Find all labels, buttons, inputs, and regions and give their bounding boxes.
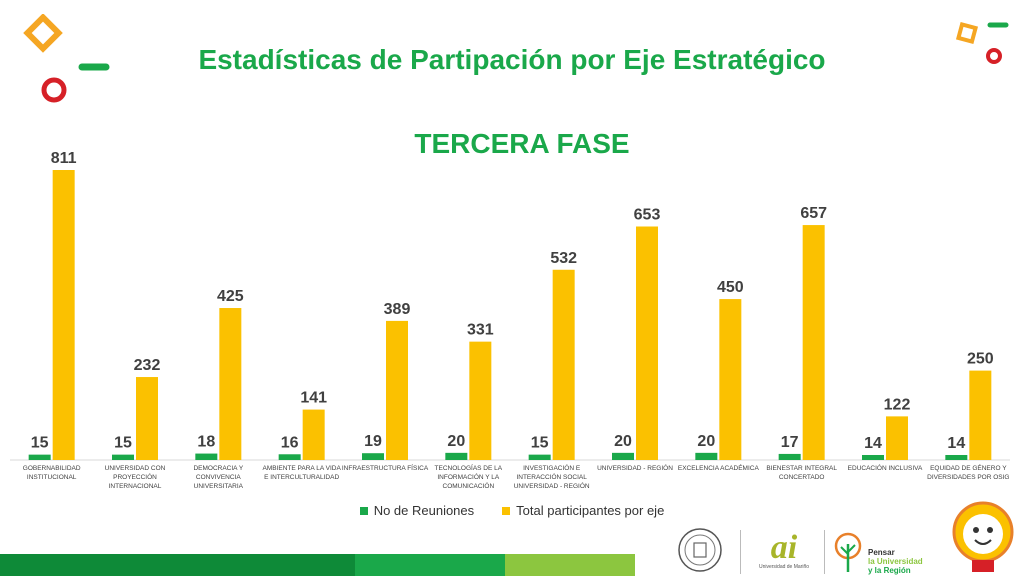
bar-participantes — [219, 308, 242, 460]
bar-reuniones — [28, 454, 51, 460]
bar-reuniones — [862, 454, 884, 460]
data-label-participantes: 232 — [134, 357, 161, 374]
category-label: TECNOLOGÍAS DE LA INFORMACIÓN Y LA COMUNIC… — [435, 463, 503, 490]
category-label: UNIVERSIDAD CON PROYECCIÓN INTERNACIONAL — [105, 465, 166, 490]
footer-stripe-light — [505, 554, 635, 576]
orange-square-icon — [955, 21, 979, 45]
pensar-line-2: la Universidad — [868, 557, 923, 566]
bar-chart: 15 811 GOBERNABILIDAD INSTITUCIONAL 15 232 UNI… — [10, 150, 1010, 490]
data-label-reuniones: 14 — [864, 435, 882, 452]
bar-reuniones — [778, 453, 801, 460]
bar-participantes — [886, 416, 908, 460]
data-label-reuniones: 15 — [31, 435, 49, 452]
category-label: UNIVERSIDAD - REGIÓN — [597, 463, 673, 472]
bar-participantes — [969, 370, 992, 460]
red-ring-icon — [41, 77, 67, 103]
bar-reuniones — [278, 454, 301, 460]
pensar-logo-text: Pensar la Universidad y la Región — [868, 548, 923, 575]
decoration-top-right — [955, 21, 1009, 64]
data-label-reuniones: 16 — [281, 434, 299, 451]
data-label-reuniones: 17 — [781, 434, 799, 451]
bar-participantes — [386, 320, 408, 460]
data-label-participantes: 653 — [634, 206, 661, 223]
bar-participantes — [802, 225, 825, 460]
category-label: GOBERNABILIDAD INSTITUCIONAL — [23, 465, 81, 481]
category-label: INVESTIGACIÓN E INTERACCIÓN SOCIAL UNIVERS… — [514, 463, 590, 490]
pensar-line-3: y la Región — [868, 566, 911, 575]
bar-reuniones — [445, 452, 468, 460]
data-label-participantes: 331 — [467, 322, 494, 339]
legend-swatch-participantes — [502, 506, 511, 515]
lightbulb-mascot-icon — [952, 501, 1014, 572]
footer-stripe-mid — [355, 554, 505, 576]
data-label-reuniones: 15 — [531, 435, 549, 452]
red-ring-icon — [986, 48, 1002, 64]
bar-reuniones — [362, 453, 384, 460]
footer-stripe-dark — [0, 554, 355, 576]
decoration-top-left — [23, 14, 110, 103]
data-label-participantes: 532 — [550, 250, 577, 267]
ai-logo-text: ai — [770, 529, 798, 566]
data-label-participantes: 811 — [51, 150, 77, 167]
category-label: BIENESTAR INTEGRAL CONCERTADO — [766, 465, 837, 481]
legend-label-participantes: Total participantes por eje — [516, 503, 665, 518]
data-label-participantes: 657 — [800, 205, 827, 222]
data-label-reuniones: 19 — [364, 433, 382, 450]
category-label: EDUCACIÓN INCLUSIVA — [848, 463, 923, 472]
bar-participantes — [469, 341, 492, 460]
university-seal-logo — [678, 528, 722, 572]
data-label-participantes: 250 — [967, 351, 994, 368]
data-label-reuniones: 18 — [197, 434, 215, 451]
category-label: EQUIDAD DE GÉNERO Y DIVERSIDADES POR OSIG — [927, 463, 1009, 481]
category-label: EXCELENCIA ACADÉMICA — [678, 463, 760, 472]
data-label-participantes: 141 — [300, 390, 327, 407]
bar-participantes — [552, 269, 575, 460]
chart-legend: No de Reuniones Total participantes por … — [0, 503, 1024, 518]
category-label: INFRAESTRUCTURA FÍSICA — [342, 463, 429, 472]
legend-item-participantes: Total participantes por eje — [502, 503, 664, 518]
data-label-reuniones: 20 — [614, 433, 632, 450]
page-title: Estadísticas de Partipación por Eje Estr… — [198, 44, 826, 75]
ai-logo-caption: Universidad de Mariño — [758, 564, 810, 570]
pensar-line-1: Pensar — [868, 548, 895, 557]
data-label-participantes: 450 — [717, 279, 744, 296]
data-label-participantes: 425 — [217, 288, 244, 305]
data-label-participantes: 122 — [884, 396, 911, 413]
chart-subtitle: TERCERA FASE — [414, 128, 630, 159]
bar-reuniones — [528, 454, 551, 460]
logo-divider-2 — [824, 530, 825, 574]
footer-stripe — [0, 554, 635, 576]
logo-divider — [740, 530, 741, 574]
category-label: AMBIENTE PARA LA VIDA E INTERCULTURALIDAD — [263, 465, 342, 481]
bar-reuniones — [612, 452, 634, 460]
bar-participantes — [302, 409, 325, 460]
bar-participantes — [52, 170, 75, 460]
bar-reuniones — [945, 454, 968, 460]
orange-square-icon — [23, 14, 63, 53]
bar-reuniones — [695, 452, 718, 460]
bar-participantes — [719, 299, 742, 460]
legend-label-reuniones: No de Reuniones — [373, 503, 475, 518]
data-label-reuniones: 15 — [114, 435, 132, 452]
legend-item-reuniones: No de Reuniones — [359, 503, 475, 518]
data-label-participantes: 389 — [384, 301, 411, 318]
legend-swatch-reuniones — [359, 506, 368, 515]
bar-reuniones — [112, 454, 134, 460]
ai-logo: ai Universidad de Mariño — [752, 528, 816, 574]
bar-participantes — [636, 226, 658, 460]
bar-participantes — [136, 377, 158, 460]
category-label: DEMOCRACIA Y CONVIVENCIA UNIVERSITARIA — [193, 465, 243, 490]
data-label-reuniones: 14 — [947, 435, 965, 452]
pensar-tree-icon — [834, 532, 862, 572]
data-label-reuniones: 20 — [697, 433, 715, 450]
bar-reuniones — [195, 453, 218, 460]
data-label-reuniones: 20 — [447, 433, 465, 450]
